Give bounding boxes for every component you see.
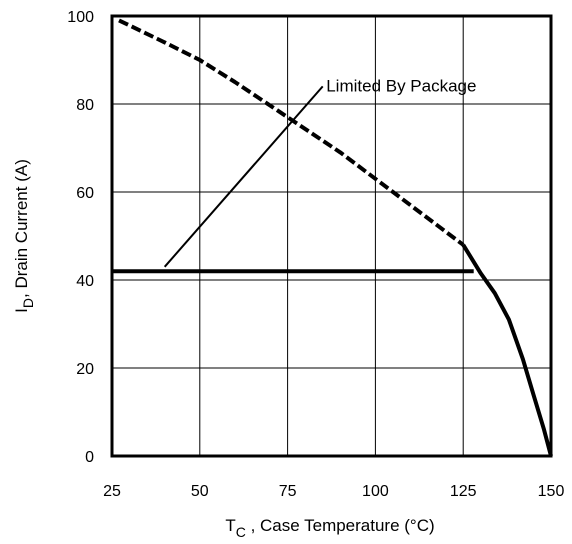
annotation-layer: Limited By Package <box>163 76 476 268</box>
x-axis-label-main: T <box>225 516 235 535</box>
x-axis-label-sub: C <box>236 524 246 540</box>
plot-frame <box>110 14 553 458</box>
derating-curve-dashed <box>118 18 465 247</box>
derating-curve-solid <box>461 243 553 457</box>
x-tick-label-75: 75 <box>279 483 297 500</box>
annotation-limited-by-package: Limited By Package <box>326 76 476 95</box>
x-tick-label-50: 50 <box>191 483 209 500</box>
tick-labels: 25 50 75 100 125 150 0 20 40 60 80 100 <box>67 9 564 500</box>
series-layer <box>112 18 553 457</box>
annotation-leader-line <box>163 85 324 268</box>
y-tick-label-80: 80 <box>76 97 94 114</box>
x-tick-label-125: 125 <box>450 483 477 500</box>
x-tick-label-100: 100 <box>362 483 389 500</box>
y-tick-label-20: 20 <box>76 361 94 378</box>
x-tick-label-150: 150 <box>538 483 565 500</box>
y-axis-label-sub: D <box>20 298 36 308</box>
x-axis-label-rest: , Case Temperature (°C) <box>246 516 435 535</box>
y-axis-label: ID, Drain Current (A) <box>12 159 36 313</box>
y-tick-label-40: 40 <box>76 273 94 290</box>
y-tick-label-100: 100 <box>67 9 94 26</box>
x-tick-label-25: 25 <box>103 483 121 500</box>
y-axis-label-main: I <box>12 308 31 313</box>
y-axis-label-rest: , Drain Current (A) <box>12 159 31 298</box>
x-axis-label: TC , Case Temperature (°C) <box>225 516 434 540</box>
y-tick-label-0: 0 <box>85 449 94 466</box>
y-tick-label-60: 60 <box>76 185 94 202</box>
